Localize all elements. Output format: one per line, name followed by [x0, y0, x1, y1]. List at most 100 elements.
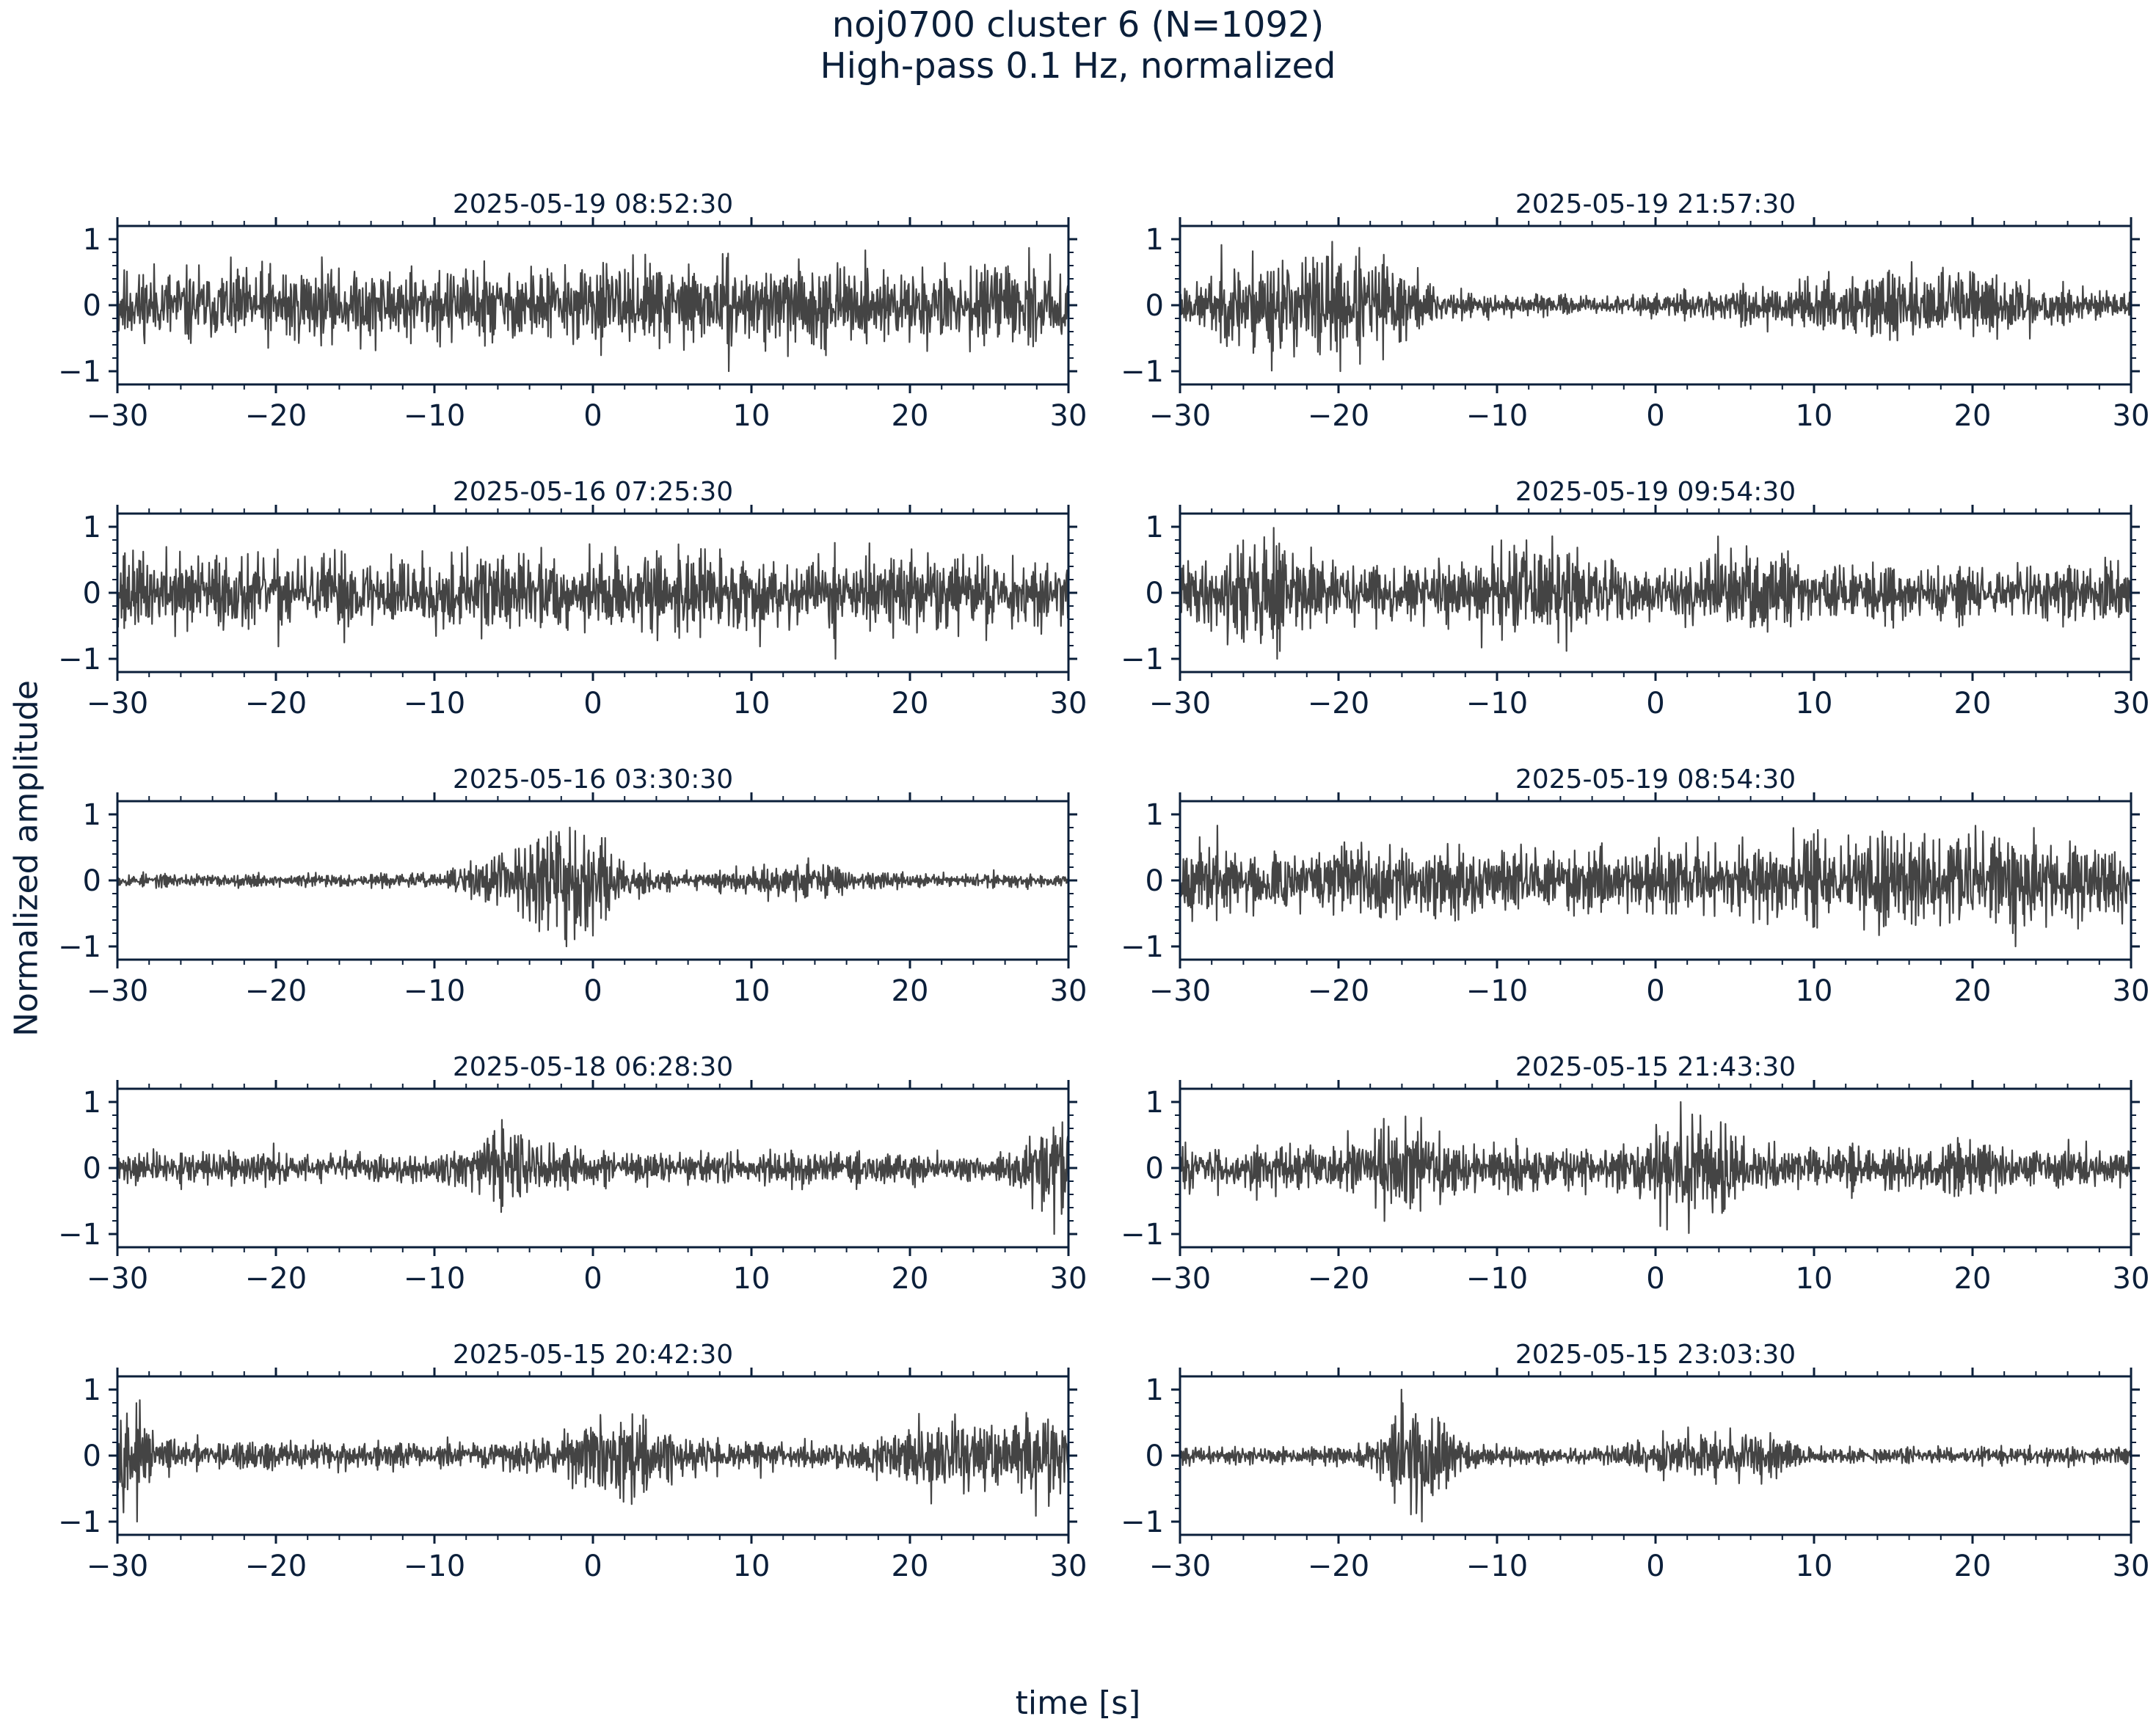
x-tick-label: −20 — [1308, 1550, 1369, 1583]
x-tick-label: 0 — [583, 687, 602, 720]
x-tick-label: 20 — [892, 1262, 929, 1296]
x-tick-label: −10 — [404, 1262, 465, 1296]
y-tick-label: 1 — [83, 223, 101, 257]
x-tick-label: 10 — [733, 1550, 771, 1583]
y-tick-label: −1 — [1121, 355, 1164, 389]
panel-title: 2025-05-15 23:03:30 — [1515, 1340, 1796, 1370]
y-tick-label: −1 — [1121, 1218, 1164, 1252]
x-tick-label: 0 — [1646, 1550, 1664, 1583]
x-tick-label: 10 — [1796, 687, 1833, 720]
x-tick-label: 30 — [2113, 1550, 2150, 1583]
x-tick-label: −30 — [87, 1550, 148, 1583]
x-tick-label: 10 — [1796, 974, 1833, 1008]
x-tick-label: −20 — [245, 399, 307, 433]
y-tick-label: −1 — [58, 1505, 101, 1539]
x-tick-label: 20 — [892, 974, 929, 1008]
y-tick-label: −1 — [58, 930, 101, 964]
x-tick-label: −20 — [245, 687, 307, 720]
x-tick-label: −10 — [404, 399, 465, 433]
x-tick-label: 30 — [2113, 687, 2150, 720]
x-tick-label: 0 — [583, 399, 602, 433]
x-tick-label: −10 — [1466, 399, 1528, 433]
y-tick-label: 1 — [1146, 1086, 1164, 1120]
y-tick-label: 0 — [1146, 577, 1164, 610]
y-tick-label: 1 — [1146, 223, 1164, 257]
x-tick-label: 30 — [1050, 974, 1088, 1008]
x-tick-label: −20 — [245, 1550, 307, 1583]
y-tick-label: 0 — [83, 577, 101, 610]
y-tick-label: 1 — [83, 798, 101, 832]
x-tick-label: −30 — [1149, 399, 1211, 433]
x-tick-label: −30 — [1149, 974, 1211, 1008]
waveform-trace — [1179, 241, 2133, 373]
waveform-trace — [116, 538, 1070, 660]
x-tick-label: 20 — [1954, 399, 1992, 433]
x-tick-label: 10 — [733, 687, 771, 720]
y-tick-label: 1 — [83, 1086, 101, 1120]
x-tick-label: 30 — [2113, 1262, 2150, 1296]
x-tick-label: −10 — [404, 687, 465, 720]
x-tick-label: 30 — [1050, 1550, 1088, 1583]
waveform-trace — [1179, 527, 2133, 660]
x-tick-label: 20 — [1954, 1262, 1992, 1296]
waveform-trace — [1179, 1388, 2133, 1523]
y-tick-label: 0 — [1146, 864, 1164, 898]
x-tick-label: 30 — [1050, 687, 1088, 720]
x-tick-label: −20 — [1308, 687, 1369, 720]
x-tick-label: −20 — [245, 974, 307, 1008]
x-tick-label: −20 — [1308, 399, 1369, 433]
x-tick-label: 30 — [2113, 974, 2150, 1008]
x-axis-label: time [s] — [1015, 1685, 1141, 1722]
x-tick-label: 10 — [1796, 399, 1833, 433]
x-tick-label: 20 — [892, 687, 929, 720]
waveform-trace — [116, 247, 1070, 373]
panel-title: 2025-05-16 07:25:30 — [453, 477, 733, 507]
waveform-trace — [1179, 825, 2133, 948]
x-tick-label: 20 — [1954, 1550, 1992, 1583]
x-tick-label: −20 — [1308, 1262, 1369, 1296]
x-tick-label: 10 — [733, 399, 771, 433]
x-tick-label: −10 — [1466, 1262, 1528, 1296]
waveform-trace — [116, 1399, 1070, 1523]
x-tick-label: 0 — [583, 974, 602, 1008]
panel-title: 2025-05-19 21:57:30 — [1515, 189, 1796, 219]
x-tick-label: −30 — [1149, 1262, 1211, 1296]
x-tick-label: 0 — [1646, 1262, 1664, 1296]
y-tick-label: 1 — [1146, 511, 1164, 544]
y-tick-label: 0 — [1146, 1439, 1164, 1473]
figure-title: noj0700 cluster 6 (N=1092) High-pass 0.1… — [0, 4, 2156, 87]
x-tick-label: 20 — [1954, 974, 1992, 1008]
y-tick-label: 0 — [1146, 1152, 1164, 1186]
x-tick-label: 10 — [1796, 1550, 1833, 1583]
figure-title-line1: noj0700 cluster 6 (N=1092) — [831, 4, 1325, 45]
x-tick-label: 0 — [1646, 399, 1664, 433]
waveform-trace — [116, 826, 1070, 948]
x-tick-label: −10 — [1466, 687, 1528, 720]
y-axis-label: Normalized amplitude — [7, 680, 45, 1037]
x-tick-label: −10 — [1466, 1550, 1528, 1583]
y-tick-label: −1 — [1121, 1505, 1164, 1539]
waveform-trace — [116, 1119, 1070, 1236]
panel-title: 2025-05-15 20:42:30 — [453, 1340, 733, 1370]
y-tick-label: 1 — [1146, 1373, 1164, 1407]
x-tick-label: 30 — [1050, 1262, 1088, 1296]
x-tick-label: 0 — [1646, 687, 1664, 720]
y-tick-label: 0 — [83, 1152, 101, 1186]
x-tick-label: 10 — [733, 974, 771, 1008]
x-tick-label: −10 — [404, 1550, 465, 1583]
panel-title: 2025-05-18 06:28:30 — [453, 1052, 733, 1082]
y-tick-label: −1 — [58, 1218, 101, 1252]
x-tick-label: −30 — [87, 687, 148, 720]
y-tick-label: 0 — [83, 864, 101, 898]
x-tick-label: 20 — [1954, 687, 1992, 720]
panel-title: 2025-05-19 09:54:30 — [1515, 477, 1796, 507]
y-tick-label: 1 — [83, 511, 101, 544]
y-tick-label: 0 — [83, 289, 101, 323]
y-tick-label: 0 — [1146, 289, 1164, 323]
panel-title: 2025-05-16 03:30:30 — [453, 764, 733, 795]
x-tick-label: 10 — [733, 1262, 771, 1296]
y-tick-label: −1 — [58, 643, 101, 676]
x-tick-label: −20 — [245, 1262, 307, 1296]
x-tick-label: −30 — [87, 399, 148, 433]
